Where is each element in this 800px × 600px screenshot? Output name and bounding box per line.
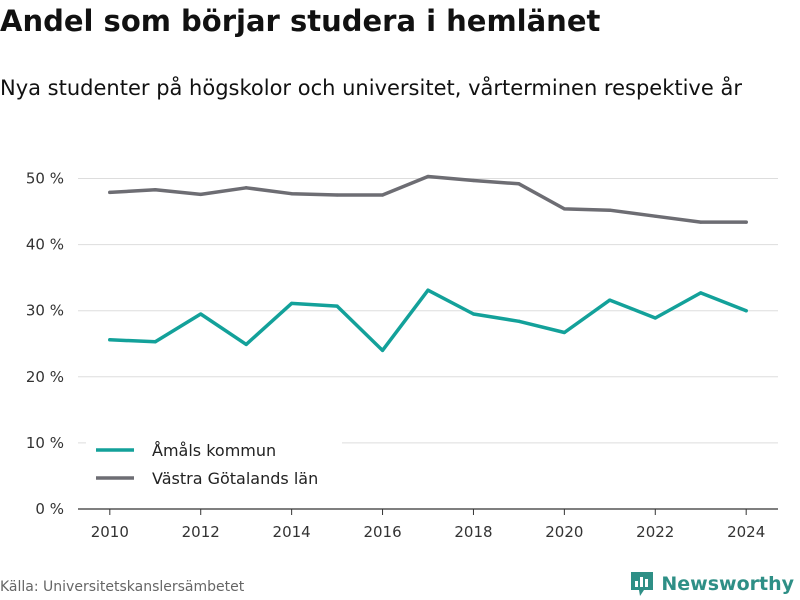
y-tick-label: 10 %: [26, 434, 64, 452]
x-tick-label: 2020: [545, 523, 583, 541]
chart-title: Andel som börjar studera i hemlänet: [0, 4, 601, 38]
y-tick-label: 40 %: [26, 236, 64, 254]
data-point: [562, 330, 566, 335]
data-point: [244, 186, 248, 190]
data-point: [653, 316, 657, 320]
data-point: [380, 348, 385, 352]
data-point: [335, 304, 339, 308]
data-point: [699, 291, 703, 295]
legend-background: [86, 436, 342, 490]
data-point: [471, 178, 476, 183]
x-tick-label: 2022: [636, 523, 674, 541]
data-point: [153, 188, 157, 192]
data-point: [108, 338, 112, 342]
data-point: [471, 312, 476, 316]
x-tick-label: 2024: [727, 523, 765, 541]
y-tick-label: 20 %: [26, 368, 64, 386]
data-point: [699, 220, 703, 224]
y-tick-label: 30 %: [26, 302, 64, 320]
data-point: [153, 340, 157, 344]
data-point: [199, 192, 203, 196]
data-point: [517, 319, 521, 323]
x-tick-label: 2018: [454, 523, 492, 541]
x-tick-label: 2012: [182, 523, 220, 541]
legend: Åmåls kommun Västra Götalands län: [86, 436, 342, 490]
axes: 0 % 10 % 20 % 30 % 40 % 50 % 2010 2012 2014 2016 2…: [26, 170, 778, 541]
series-line-vastra-gotaland: [108, 174, 748, 224]
data-point: [199, 312, 203, 316]
data-point: [562, 207, 566, 211]
data-point: [653, 214, 657, 218]
y-tick-label: 0 %: [35, 500, 64, 518]
data-point: [517, 182, 521, 186]
data-point: [108, 190, 112, 194]
brand-logo: Newsworthy: [629, 570, 794, 598]
x-tick-label: 2010: [91, 523, 129, 541]
data-point: [608, 298, 612, 302]
data-point: [744, 309, 748, 313]
brand-name: Newsworthy: [661, 573, 794, 595]
newsworthy-logo-icon: [631, 572, 654, 596]
x-tick-label: 2016: [363, 523, 401, 541]
data-point: [744, 220, 748, 224]
source-note: Källa: Universitetskanslersämbetet: [0, 579, 245, 595]
x-tick-label: 2014: [273, 523, 311, 541]
series-line-amal: [108, 288, 748, 353]
data-point: [244, 342, 248, 347]
legend-label: Västra Götalands län: [152, 469, 318, 488]
data-point: [608, 208, 612, 212]
data-point: [290, 192, 294, 196]
data-point: [380, 193, 385, 197]
y-tick-label: 50 %: [26, 170, 64, 188]
data-point: [290, 301, 294, 306]
data-point: [426, 288, 430, 292]
chart-subtitle: Nya studenter på högskolor och universit…: [0, 76, 742, 100]
series-lines: [108, 174, 748, 353]
data-point: [335, 193, 339, 197]
legend-label: Åmåls kommun: [152, 441, 276, 460]
data-point: [426, 174, 430, 179]
